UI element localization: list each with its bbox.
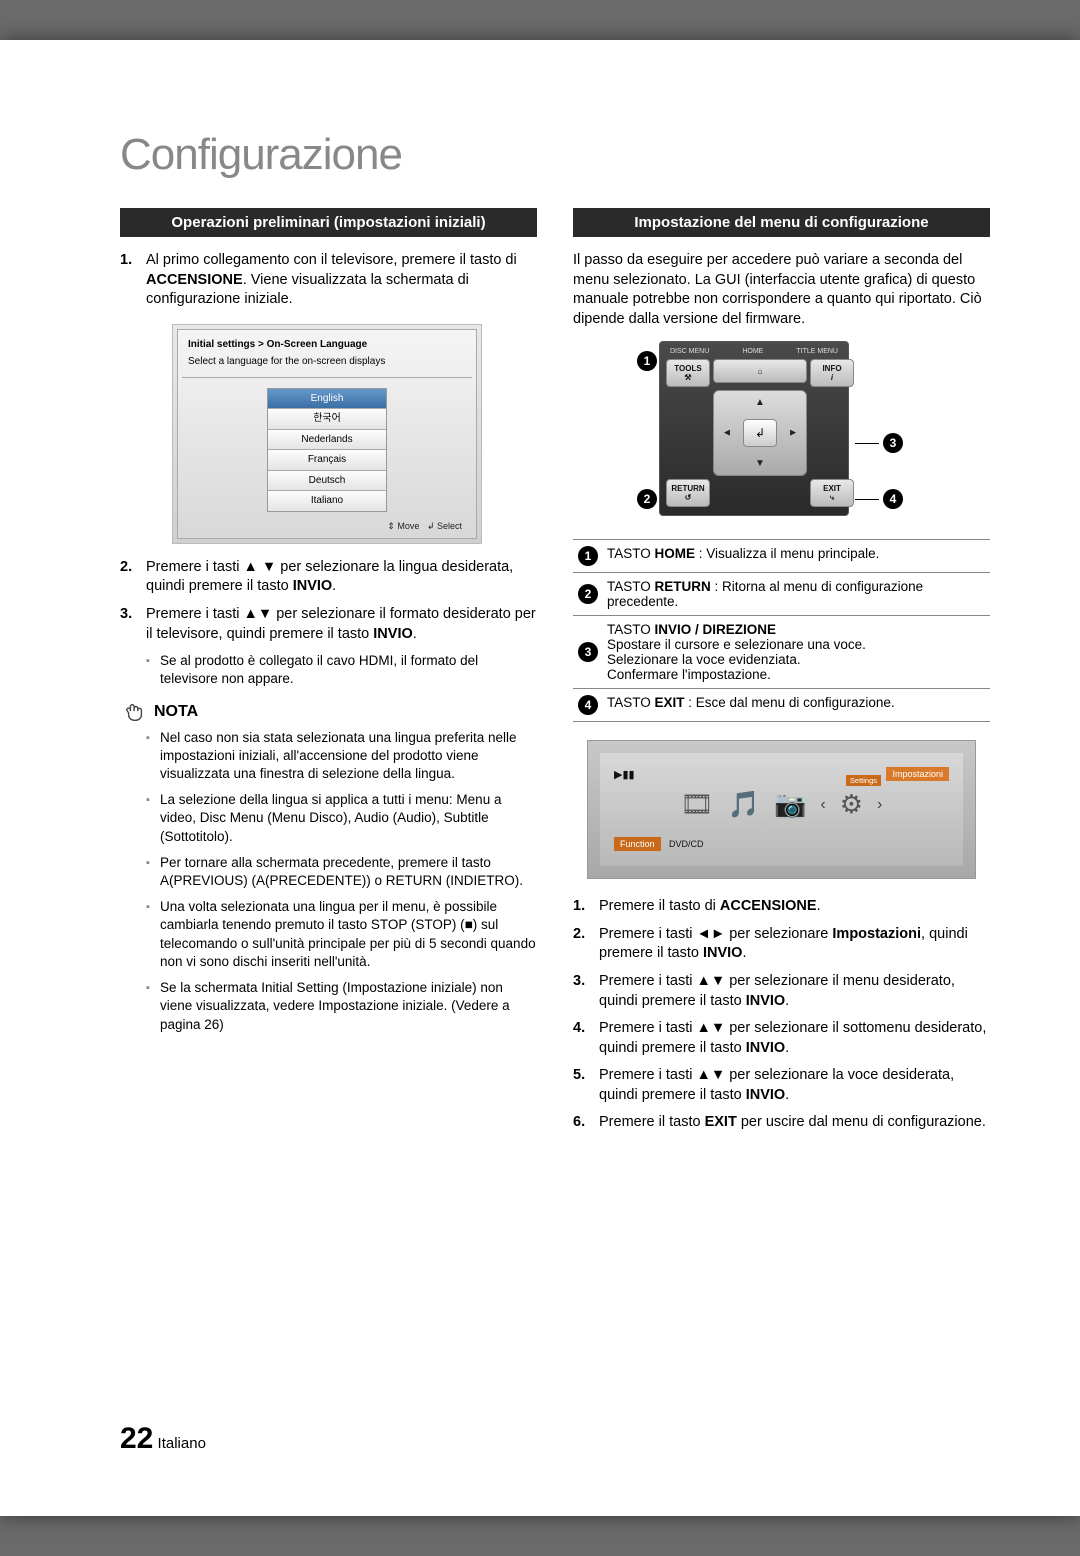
lang-option: Nederlands bbox=[268, 430, 386, 451]
left-column: Operazioni preliminari (impostazioni ini… bbox=[120, 208, 537, 1141]
language-screenshot: Initial settings > On-Screen Language Se… bbox=[172, 324, 482, 544]
step-item: Premere i tasti ▲▼ per selezionare il so… bbox=[573, 1019, 990, 1058]
exit-button: EXIT⤷ bbox=[810, 479, 854, 507]
page-footer: 22 Italiano bbox=[120, 1422, 206, 1456]
nota-item: Se la schermata Initial Setting (Imposta… bbox=[120, 979, 537, 1034]
nota-item: Una volta selezionata una lingua per il … bbox=[120, 898, 537, 971]
right-column: Impostazione del menu di configurazione … bbox=[573, 208, 990, 1141]
table-row: 2TASTO RETURN : Ritorna al menu di confi… bbox=[573, 573, 990, 616]
lang-option: Français bbox=[268, 450, 386, 471]
home-button: ⌂ bbox=[713, 359, 807, 383]
nota-list: Nel caso non sia stata selezionata una l… bbox=[120, 729, 537, 1034]
table-row: 4TASTO EXIT : Esce dal menu di configura… bbox=[573, 689, 990, 722]
step-item: Premere il tasto di ACCENSIONE. bbox=[573, 897, 990, 917]
langbox-breadcrumb: Initial settings > On-Screen Language bbox=[182, 336, 472, 354]
section-heading-right: Impostazione del menu di configurazione bbox=[573, 208, 990, 237]
callout-4: 4 bbox=[883, 489, 903, 509]
nota-item: La selezione della lingua si applica a t… bbox=[120, 791, 537, 846]
step-item: Premere i tasti ◄► per selezionare Impos… bbox=[573, 925, 990, 964]
step-item: Premere il tasto EXIT per uscire dal men… bbox=[573, 1113, 990, 1133]
step-1: Al primo collegamento con il televisore,… bbox=[120, 251, 537, 544]
nota-heading: NOTA bbox=[124, 701, 537, 723]
two-columns: Operazioni preliminari (impostazioni ini… bbox=[120, 208, 990, 1141]
chevron-left-icon: ‹ bbox=[820, 796, 825, 814]
button-table: 1TASTO HOME : Visualizza il menu princip… bbox=[573, 539, 990, 722]
hdmi-note: Se al prodotto è collegato il cavo HDMI,… bbox=[120, 652, 537, 688]
lang-option: Italiano bbox=[268, 491, 386, 511]
remote-body: DISC MENU HOME TITLE MENU TOOLS⚒ ⌂ INFOi… bbox=[659, 341, 849, 516]
step-item: Premere i tasti ▲▼ per selezionare la vo… bbox=[573, 1066, 990, 1105]
step-item: Premere i tasti ▲▼ per selezionare il me… bbox=[573, 972, 990, 1011]
page-number: 22 bbox=[120, 1422, 153, 1455]
dpad: ▲▼ ◄► ↲ bbox=[713, 390, 807, 476]
nota-item: Per tornare alla schermata precedente, p… bbox=[120, 854, 537, 890]
section-heading-left: Operazioni preliminari (impostazioni ini… bbox=[120, 208, 537, 237]
settings-screenshot: ▶▮▮ Impostazioni 🎞 🎵 📷 ‹ ⚙Settings › Fun… bbox=[587, 740, 976, 879]
table-row: 1TASTO HOME : Visualizza il menu princip… bbox=[573, 540, 990, 573]
right-intro: Il passo da eseguire per accedere può va… bbox=[573, 251, 990, 329]
callout-3: 3 bbox=[883, 433, 903, 453]
settings-footer: Function DVD/CD bbox=[614, 834, 949, 852]
lang-option: English bbox=[268, 389, 386, 410]
video-icon: 🎞 bbox=[681, 789, 714, 820]
return-button: RETURN↺ bbox=[666, 479, 710, 507]
callout-2: 2 bbox=[637, 489, 657, 509]
settings-icons: 🎞 🎵 📷 ‹ ⚙Settings › bbox=[614, 789, 949, 820]
lang-option: Deutsch bbox=[268, 471, 386, 492]
right-steps: Premere il tasto di ACCENSIONE. Premere i… bbox=[573, 897, 990, 1133]
remote-diagram: 1 2 3 4 DISC MENU HOME TITLE MENU TOOLS⚒… bbox=[599, 341, 990, 521]
music-icon: 🎵 bbox=[728, 789, 760, 820]
callout-1: 1 bbox=[637, 351, 657, 371]
tools-button: TOOLS⚒ bbox=[666, 359, 710, 387]
table-row: 3TASTO INVIO / DIREZIONESpostare il curs… bbox=[573, 616, 990, 689]
info-button: INFOi bbox=[810, 359, 854, 387]
langbox-subtitle: Select a language for the on-screen disp… bbox=[182, 353, 472, 378]
page-title: Configurazione bbox=[120, 130, 990, 180]
manual-page: Configurazione Operazioni preliminari (i… bbox=[0, 40, 1080, 1516]
page-language: Italiano bbox=[158, 1435, 206, 1452]
lang-option: 한국어 bbox=[268, 409, 386, 430]
step-3: Premere i tasti ▲▼ per selezionare il fo… bbox=[120, 605, 537, 644]
photo-icon: 📷 bbox=[774, 789, 806, 820]
settings-title-badge: Impostazioni bbox=[886, 767, 949, 781]
nota-item: Nel caso non sia stata selezionata una l… bbox=[120, 729, 537, 784]
enter-button: ↲ bbox=[743, 419, 777, 447]
hand-icon bbox=[124, 701, 146, 723]
langbox-list: English 한국어 Nederlands Français Deutsch … bbox=[267, 388, 387, 512]
chevron-right-icon: › bbox=[877, 796, 882, 814]
langbox-footer: ⇕ Move ↲ Select bbox=[182, 512, 472, 534]
step-2: Premere i tasti ▲ ▼ per selezionare la l… bbox=[120, 558, 537, 597]
left-steps: Al primo collegamento con il televisore,… bbox=[120, 251, 537, 644]
gear-icon: ⚙Settings bbox=[840, 789, 863, 820]
play-pause-icon: ▶▮▮ bbox=[614, 768, 635, 781]
